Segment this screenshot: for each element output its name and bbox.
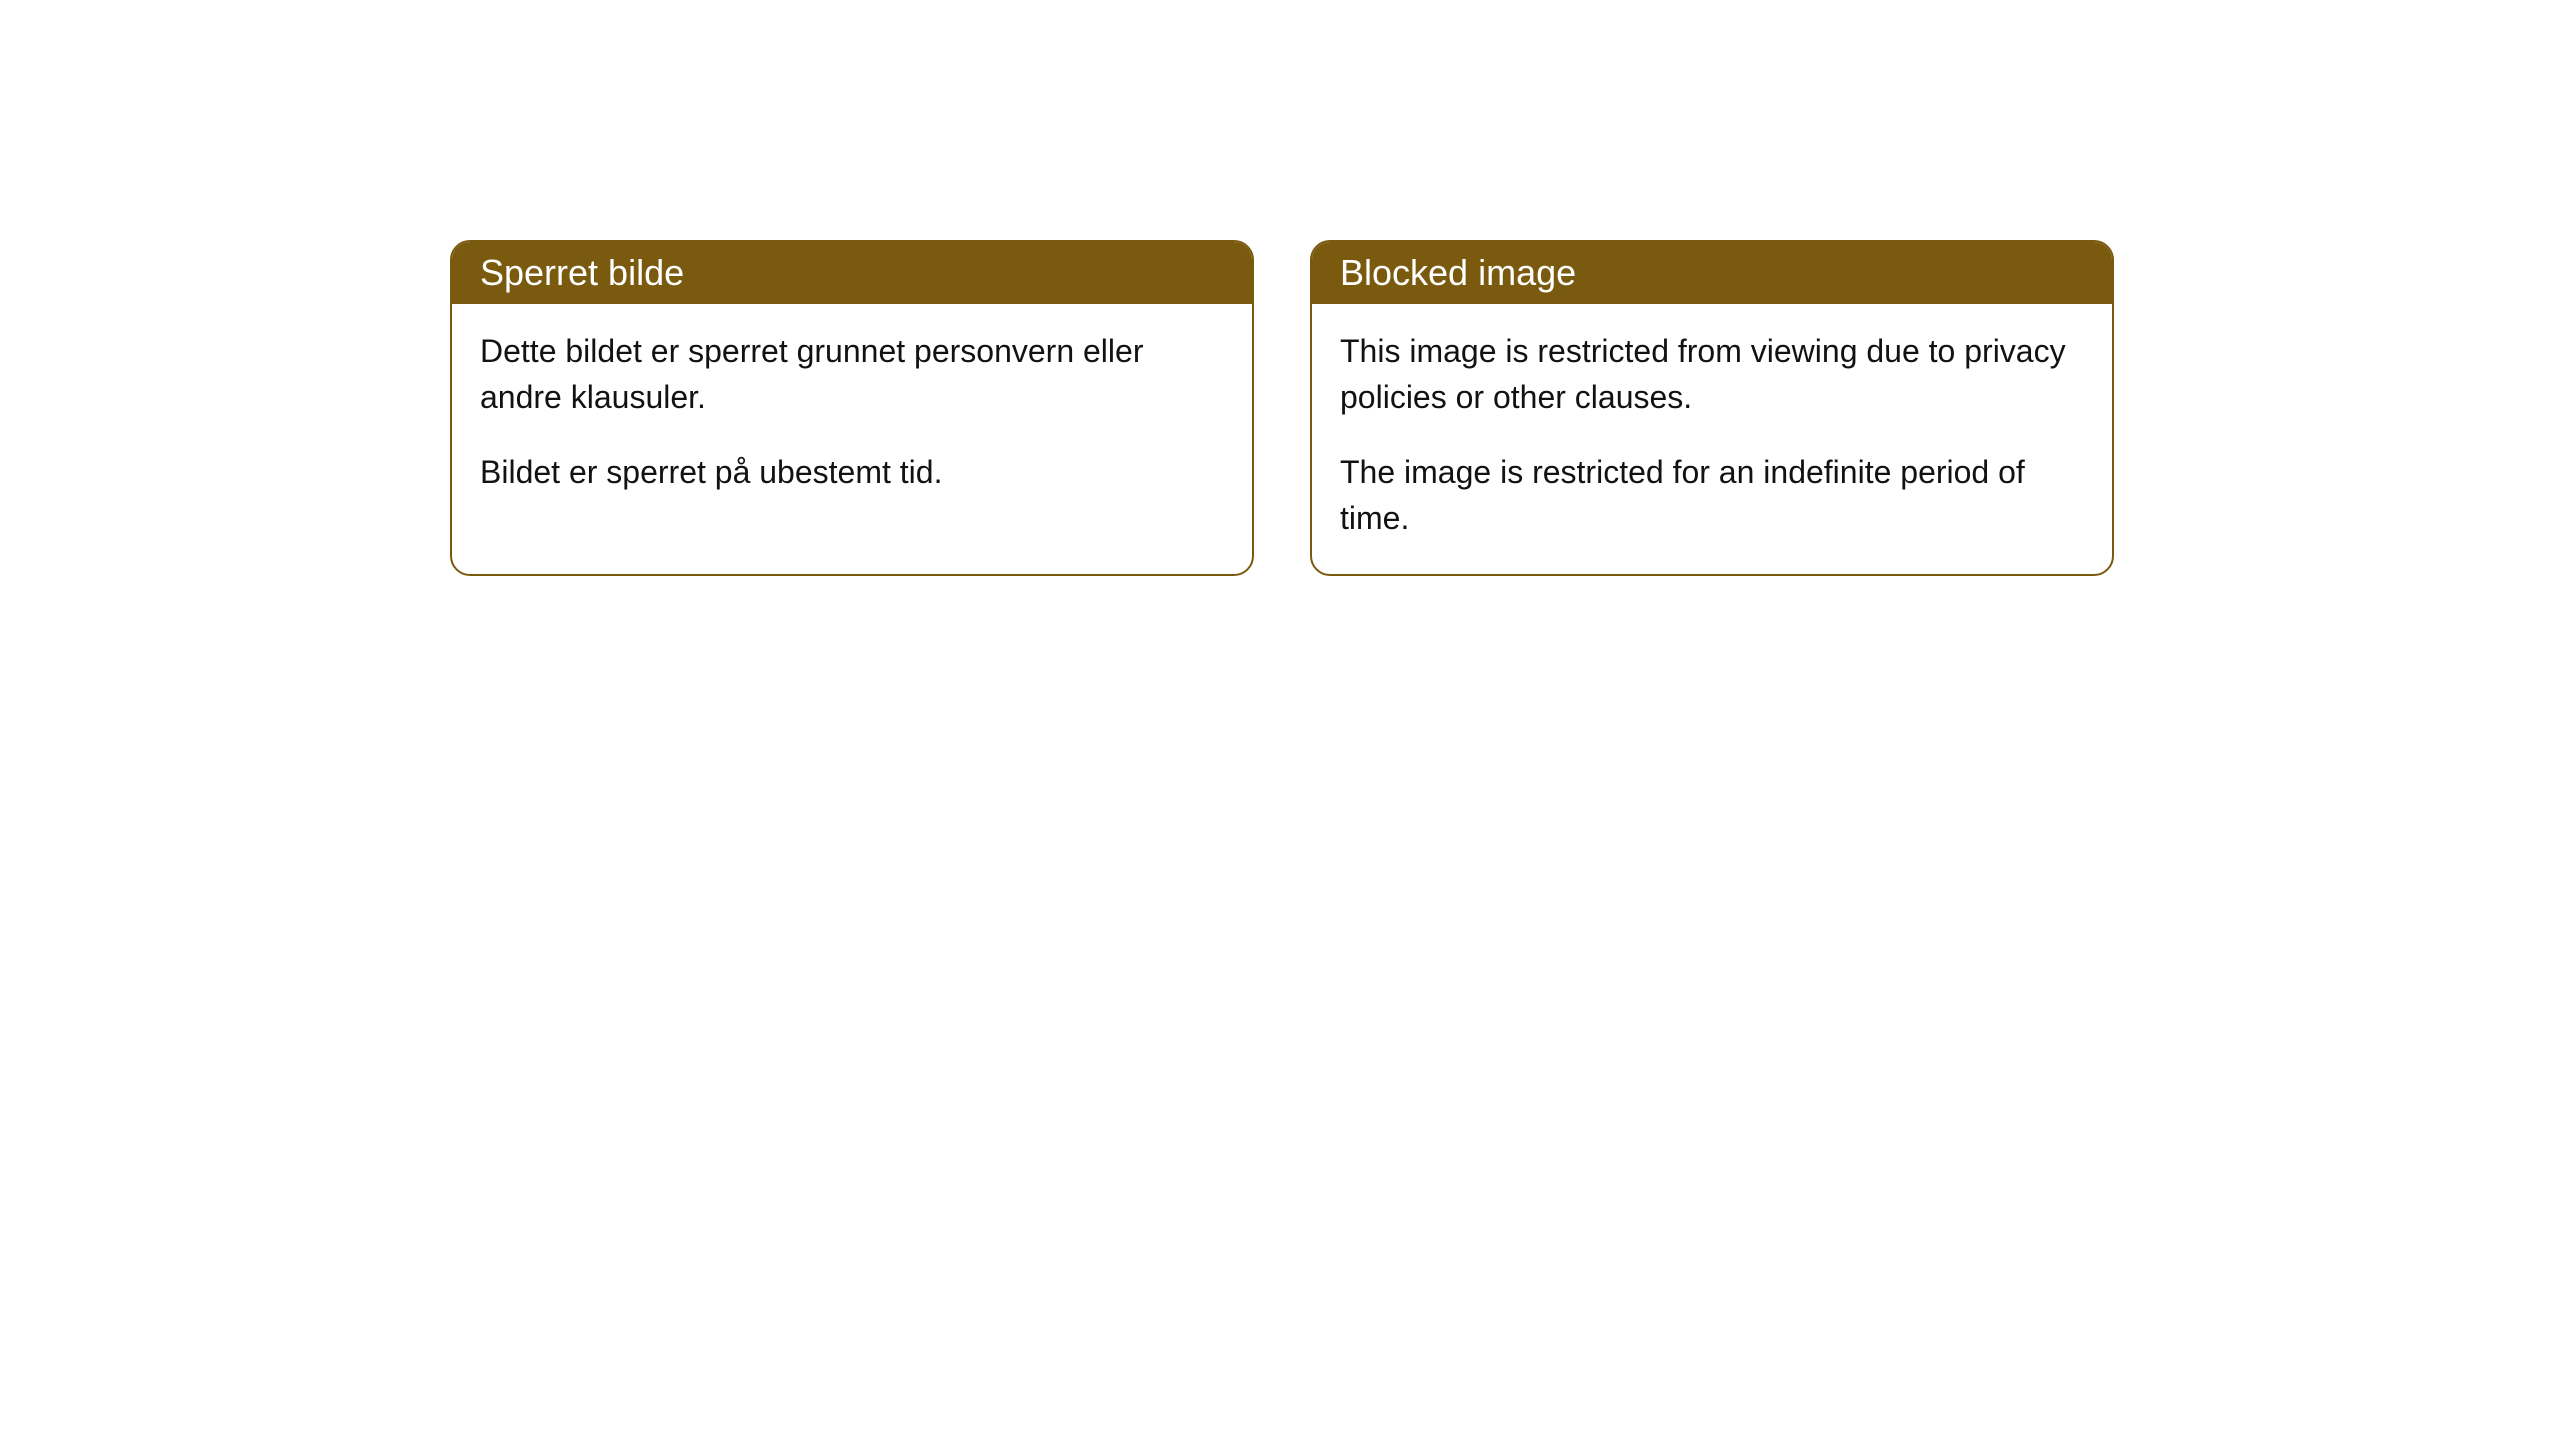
notice-card-norwegian: Sperret bilde Dette bildet er sperret gr…: [450, 240, 1254, 576]
card-body: This image is restricted from viewing du…: [1312, 304, 2112, 574]
card-header: Sperret bilde: [452, 242, 1252, 304]
card-paragraph: This image is restricted from viewing du…: [1340, 328, 2084, 421]
card-paragraph: Bildet er sperret på ubestemt tid.: [480, 449, 1224, 495]
card-paragraph: Dette bildet er sperret grunnet personve…: [480, 328, 1224, 421]
card-body: Dette bildet er sperret grunnet personve…: [452, 304, 1252, 527]
card-header: Blocked image: [1312, 242, 2112, 304]
notice-cards-container: Sperret bilde Dette bildet er sperret gr…: [450, 240, 2114, 576]
notice-card-english: Blocked image This image is restricted f…: [1310, 240, 2114, 576]
card-paragraph: The image is restricted for an indefinit…: [1340, 449, 2084, 542]
